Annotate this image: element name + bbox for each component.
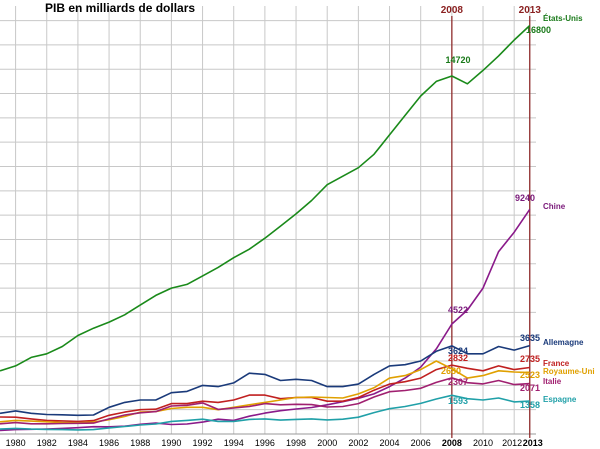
series-line [0,24,531,372]
x-tick-label: 1982 [37,438,57,448]
x-tick-label: 1998 [286,438,306,448]
series-name-label: Royaume-Uni [543,367,595,376]
x-tick-label: 2010 [473,438,493,448]
x-tick-label: 2004 [380,438,400,448]
series-line [0,360,530,424]
x-tick-label: 2012 [502,438,522,448]
series-name-label: Espagne [543,395,577,404]
series-name-label: Allemagne [543,338,584,347]
chart-title: PIB en milliards de dollars [45,1,195,15]
series-name-label: Italie [543,377,562,386]
series-name-label: Chine [543,202,566,211]
end-value-label: 16800 [526,25,551,35]
marker-year-label: 2013 [519,5,542,16]
end-value-label: 3635 [520,333,540,343]
x-tick-label: 2013 [523,438,543,448]
x-tick-label: 1986 [99,438,119,448]
end-value-label: 1358 [520,400,540,410]
x-tick-label: 1988 [130,438,150,448]
data-labels: États-Unis 16800 14720 Chine 9240 4522 Allemag… [441,14,595,410]
end-value-label: 9240 [515,193,535,203]
grid-lines [0,6,536,435]
end-value-label: 2523 [520,370,540,380]
series-line [0,364,530,423]
series-lines [0,24,531,432]
series-line [0,394,530,431]
marker-year-label: 2008 [441,5,464,16]
series-name-label: France [543,359,570,368]
x-tick-label: 1994 [224,438,244,448]
x-tick-labels: 1980 1982 1984 1986 1988 1990 1992 1994 1996 1998… [6,438,543,448]
year-value-label: 2832 [448,353,468,363]
year-value-label: 4522 [448,305,468,315]
series-line [0,377,530,425]
year-value-label: 2307 [448,377,468,387]
year-value-label: 1593 [448,396,468,406]
year-value-label: 14720 [445,55,470,65]
x-tick-label: 1984 [68,438,88,448]
x-tick-label: 1992 [193,438,213,448]
x-tick-label: 2006 [411,438,431,448]
end-value-label: 2735 [520,354,540,364]
series-line [0,208,531,432]
year-value-label: 2680 [441,366,461,376]
end-value-label: 2071 [520,383,540,393]
x-tick-label: 1990 [161,438,181,448]
x-tick-label: 1980 [6,438,26,448]
series-name-label: États-Unis [543,14,583,23]
x-tick-label: 2008 [442,438,462,448]
series-line [0,344,531,417]
x-tick-label: 1996 [255,438,275,448]
year-value-label: 3624 [448,346,468,356]
x-tick-label: 2002 [348,438,368,448]
x-tick-label: 2000 [317,438,337,448]
